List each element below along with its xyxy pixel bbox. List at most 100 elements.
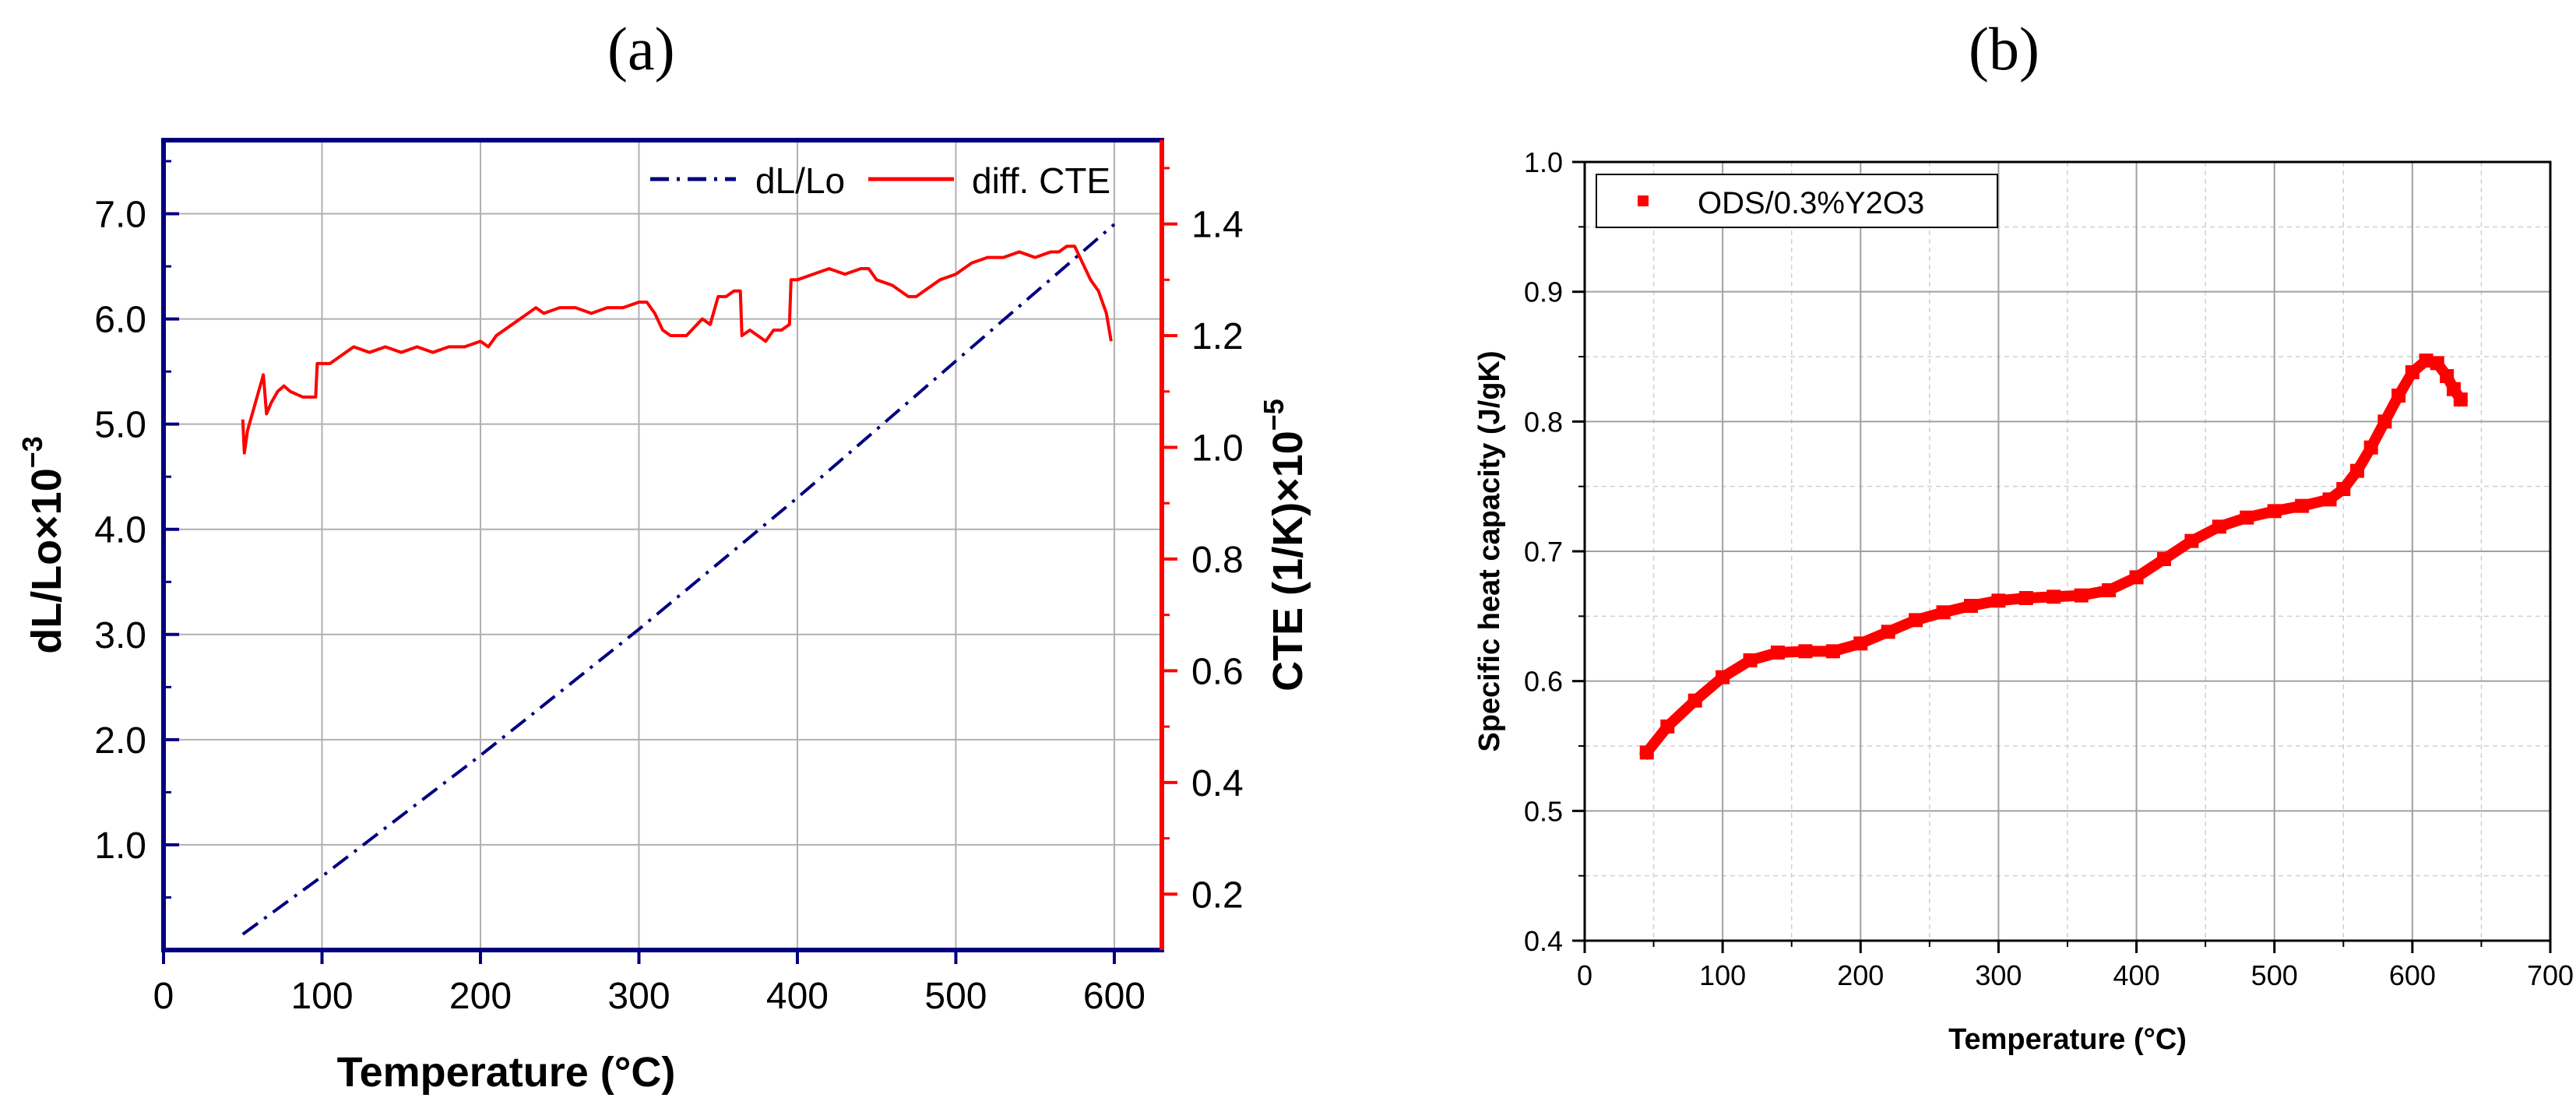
data-point-ods xyxy=(1716,670,1730,684)
chart-a-x-tick-label: 300 xyxy=(607,976,670,1017)
data-point-ods xyxy=(2453,392,2468,406)
chart-a-left-tick-label: 4.0 xyxy=(94,510,146,551)
legend-b-marker xyxy=(1638,195,1649,206)
chart-a-grid xyxy=(164,140,1162,950)
chart-a-left-axis-title: dL/Lo×10−3 xyxy=(16,436,70,654)
data-point-ods xyxy=(2430,356,2444,371)
data-point-ods xyxy=(1798,644,1813,659)
chart-b-legend: ODS/0.3%Y2O3 xyxy=(1596,174,1998,228)
chart-a-right-tick-label: 0.8 xyxy=(1191,540,1244,581)
chart-b-x-tick-label: 100 xyxy=(1699,959,1746,991)
data-point-ods xyxy=(2322,492,2337,507)
data-point-ods xyxy=(2157,552,2171,566)
chart-a-left-axis-title-base: dL/Lo×10 xyxy=(23,468,70,654)
chart-b-y-tick-label: 0.8 xyxy=(1524,406,1563,438)
chart-a-right-axis-title-exp: −5 xyxy=(1258,399,1290,431)
chart-a-right-tick-label: 1.0 xyxy=(1191,428,1244,469)
data-point-ods xyxy=(2350,463,2364,478)
chart-b: 0 100 200 300 400 500 600 700 0.4 0.5 0.6 0.7 0.8 0.9… xyxy=(1473,146,2574,1056)
chart-a-left-tick-label: 6.0 xyxy=(94,300,146,341)
chart-b-y-tick-label: 0.5 xyxy=(1524,795,1563,827)
series-dl-lo xyxy=(241,223,1116,936)
data-point-ods xyxy=(2336,482,2351,496)
series-diff-cte xyxy=(241,245,1113,455)
chart-a-ticks: 0 100 200 300 400 500 600 1.0 2.0 3.0 4.0 5.0 6.0 7.0… xyxy=(94,160,1244,1017)
data-point-ods xyxy=(1743,653,1758,667)
chart-a-left-tick-label: 1.0 xyxy=(94,825,146,867)
data-point-ods xyxy=(2074,588,2089,603)
chart-b-ticks: 0 100 200 300 400 500 600 700 0.4 0.5 0.6 0.7 0.8 0.9… xyxy=(1524,146,2574,991)
chart-a-left-tick-label: 3.0 xyxy=(94,615,146,656)
chart-a-right-tick-label: 0.6 xyxy=(1191,651,1244,692)
chart-a-x-tick-label: 200 xyxy=(449,976,512,1017)
chart-a-left-tick-label: 5.0 xyxy=(94,405,146,446)
chart-b-grid xyxy=(1585,162,2550,941)
data-point-ods xyxy=(1964,599,1978,613)
data-point-ods xyxy=(2391,389,2406,403)
panel-label-b: (b) xyxy=(1969,15,2039,83)
chart-a-right-axis-title-base: CTE (1/K)×10 xyxy=(1265,431,1311,691)
chart-a: 0 100 200 300 400 500 600 1.0 2.0 3.0 4.0 5.0 6.0 7.0… xyxy=(16,138,1311,1096)
data-point-ods xyxy=(2440,369,2455,383)
chart-b-x-tick-label: 400 xyxy=(2113,959,2160,991)
chart-a-left-axis-title-exp: −3 xyxy=(16,436,48,468)
chart-a-right-tick-label: 1.2 xyxy=(1191,316,1244,357)
chart-a-right-axis-title: CTE (1/K)×10−5 xyxy=(1258,399,1311,691)
chart-b-y-tick-label: 0.9 xyxy=(1524,276,1563,308)
legend-cte-label: diff. CTE xyxy=(972,160,1110,201)
chart-a-right-tick-label: 0.2 xyxy=(1191,874,1244,916)
data-point-ods xyxy=(2363,440,2378,455)
chart-a-plot-frame xyxy=(161,138,1164,952)
chart-a-right-tick-label: 1.4 xyxy=(1191,205,1244,246)
series-ods-curve xyxy=(1638,355,2469,761)
data-point-ods xyxy=(2419,354,2433,368)
chart-a-x-tick-label: 400 xyxy=(766,976,829,1017)
legend-b-box xyxy=(1596,174,1998,228)
chart-a-legend: dL/Lo diff. CTE xyxy=(650,160,1110,201)
chart-a-series xyxy=(241,223,1116,936)
data-point-ods xyxy=(2295,498,2310,513)
data-point-ods xyxy=(1909,613,1923,628)
panel-label-a: (a) xyxy=(607,15,675,83)
legend-dl-label: dL/Lo xyxy=(755,160,845,201)
chart-b-x-tick-label: 200 xyxy=(1837,959,1884,991)
data-point-ods xyxy=(1771,646,1785,660)
chart-a-left-tick-label: 7.0 xyxy=(94,195,146,236)
legend-b-label: ODS/0.3%Y2O3 xyxy=(1698,186,1924,220)
chart-b-x-tick-label: 300 xyxy=(1975,959,2022,991)
data-point-ods xyxy=(1660,720,1675,734)
data-point-ods xyxy=(2405,365,2419,379)
data-point-ods xyxy=(2212,519,2226,534)
chart-b-y-tick-label: 0.4 xyxy=(1524,925,1563,957)
data-point-ods xyxy=(2184,533,2199,548)
data-point-ods xyxy=(2018,591,2033,605)
data-point-ods xyxy=(2377,414,2392,429)
data-point-ods xyxy=(1825,644,1840,659)
data-point-ods xyxy=(1881,625,1895,639)
chart-b-series xyxy=(1638,354,2469,761)
chart-b-x-axis-title: Temperature (°C) xyxy=(1948,1023,2187,1056)
chart-a-x-axis-title: Temperature (°C) xyxy=(337,1049,676,1096)
data-point-ods xyxy=(1687,693,1702,708)
chart-a-left-tick-label: 2.0 xyxy=(94,720,146,762)
chart-a-right-tick-label: 0.4 xyxy=(1191,763,1244,804)
chart-b-x-tick-label: 500 xyxy=(2251,959,2298,991)
data-point-ods xyxy=(1639,745,1654,760)
chart-b-y-tick-label: 0.7 xyxy=(1524,536,1563,568)
data-point-ods xyxy=(1936,605,1951,620)
chart-a-x-tick-label: 500 xyxy=(924,976,987,1017)
data-point-ods xyxy=(2129,570,2144,585)
data-point-ods xyxy=(2102,583,2117,597)
chart-b-y-tick-label: 0.6 xyxy=(1524,666,1563,698)
chart-a-x-tick-label: 100 xyxy=(290,976,353,1017)
chart-b-x-tick-label: 700 xyxy=(2527,959,2574,991)
chart-b-x-tick-label: 0 xyxy=(1577,959,1592,991)
chart-a-x-tick-label: 0 xyxy=(153,976,174,1017)
chart-b-y-tick-label: 1.0 xyxy=(1524,146,1563,178)
data-point-ods xyxy=(2240,510,2254,525)
data-point-ods xyxy=(2046,589,2061,604)
data-point-ods xyxy=(1991,593,2006,608)
data-point-ods xyxy=(1853,636,1868,651)
chart-b-y-axis-title: Specific heat capacity (J/gK) xyxy=(1473,350,1506,751)
